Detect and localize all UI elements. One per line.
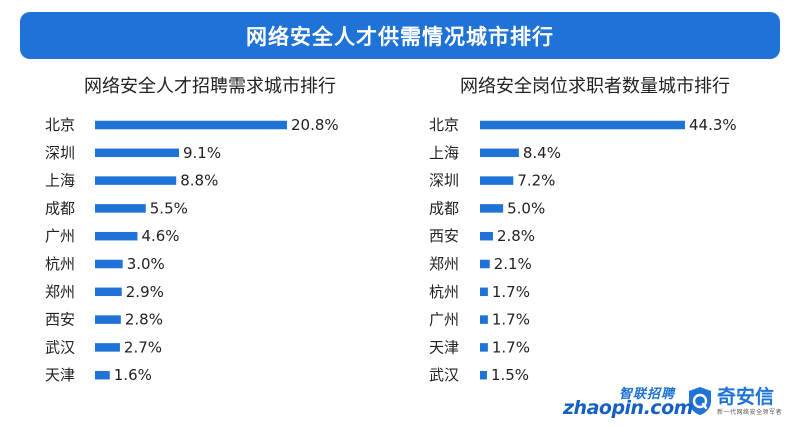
right-bar: [480, 120, 685, 130]
left-bar: [95, 343, 120, 352]
right-category-label: 武汉: [429, 366, 459, 384]
left-category-label: 深圳: [45, 144, 75, 162]
left-bar: [95, 287, 122, 297]
right-bar: [480, 287, 488, 297]
left-bar: [95, 231, 138, 241]
left-category-label: 杭州: [45, 255, 75, 273]
left-bar: [95, 204, 146, 213]
page-title-banner: 网络安全人才供需情况城市排行: [20, 12, 780, 59]
right-category-label: 天津: [429, 338, 459, 356]
right-category-label: 郑州: [429, 255, 459, 273]
right-category-label: 广州: [429, 311, 459, 329]
left-value-label: 4.6%: [141, 227, 179, 245]
right-value-label: 44.3%: [689, 116, 737, 134]
right-bar: [480, 343, 488, 352]
left-bar: [95, 259, 123, 269]
right-category-label: 杭州: [429, 283, 459, 301]
right-bar: [480, 204, 504, 213]
qianxin-logo: 奇安信 新一代网络安全领军者: [687, 386, 782, 416]
zhaopin-logo-cn: 智联招聘: [618, 387, 675, 402]
left-value-label: 9.1%: [183, 144, 221, 162]
left-category-label: 上海: [45, 172, 75, 190]
qianxin-logo-tagline: 新一代网络安全领军者: [716, 408, 782, 416]
left-category-label: 北京: [45, 116, 75, 134]
left-category-label: 广州: [45, 227, 75, 245]
right-bar: [480, 315, 488, 324]
left-value-label: 20.8%: [291, 116, 339, 134]
right-category-label: 西安: [429, 227, 459, 245]
left-category-label: 西安: [45, 311, 75, 329]
left-value-label: 5.5%: [150, 199, 188, 217]
left-bar: [95, 148, 179, 158]
left-bar: [95, 315, 121, 324]
right-value-label: 1.7%: [492, 311, 530, 329]
right-category-label: 上海: [429, 144, 459, 162]
right-bar: [480, 370, 487, 380]
right-bar: [480, 176, 514, 185]
left-value-label: 2.8%: [125, 311, 163, 329]
zhaopin-logo-en: zhaopin.com: [562, 397, 693, 419]
right-value-label: 5.0%: [507, 199, 545, 217]
right-value-label: 8.4%: [523, 144, 561, 162]
left-chart-title: 网络安全人才招聘需求城市排行: [84, 76, 336, 97]
left-value-label: 1.6%: [114, 366, 152, 384]
right-bar: [480, 148, 519, 158]
left-category-label: 郑州: [45, 283, 75, 301]
left-value-label: 3.0%: [127, 255, 165, 273]
left-value-label: 8.8%: [180, 172, 218, 190]
left-bar: [95, 370, 110, 380]
shield-icon: [688, 387, 711, 415]
zhaopin-logo: 智联招聘 zhaopin.com: [563, 383, 693, 419]
right-chart-title: 网络安全岗位求职者数量城市排行: [460, 76, 730, 97]
right-value-label: 1.7%: [492, 338, 530, 356]
right-category-label: 成都: [429, 199, 459, 217]
right-bar: [480, 231, 493, 241]
left-value-label: 2.9%: [126, 283, 164, 301]
right-value-label: 2.8%: [497, 227, 535, 245]
left-bar: [95, 176, 177, 185]
left-value-label: 2.7%: [124, 338, 162, 356]
left-category-label: 天津: [45, 366, 75, 384]
right-bar: [480, 259, 490, 269]
right-value-label: 1.5%: [491, 366, 529, 384]
right-value-label: 1.7%: [492, 283, 530, 301]
logo-area: 智联招聘 zhaopin.com 奇安信 新一代网络安全领军者: [563, 382, 782, 420]
right-value-label: 2.1%: [494, 255, 532, 273]
page-title: 网络安全人才供需情况城市排行: [246, 24, 554, 49]
left-category-label: 武汉: [45, 338, 75, 356]
left-category-label: 成都: [45, 199, 75, 217]
right-category-label: 深圳: [429, 172, 459, 190]
qianxin-logo-name: 奇安信: [716, 385, 774, 408]
right-category-label: 北京: [429, 116, 459, 134]
left-bar: [95, 120, 287, 130]
right-value-label: 7.2%: [517, 172, 555, 190]
